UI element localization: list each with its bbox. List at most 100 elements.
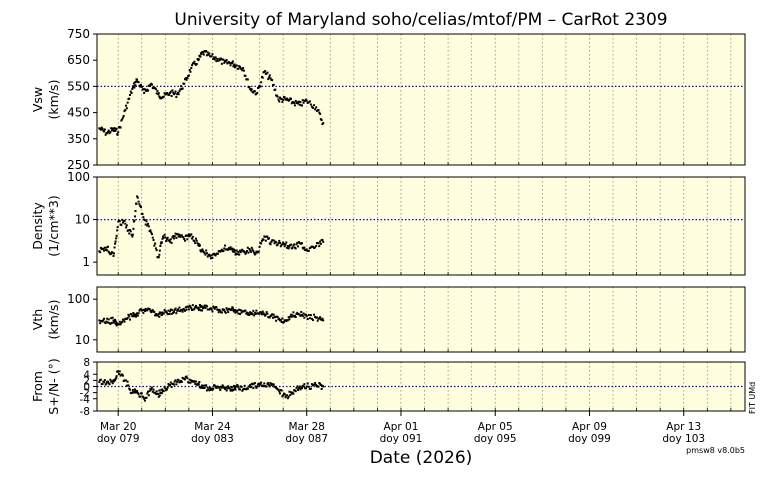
data-point (221, 63, 223, 65)
data-point (142, 213, 144, 215)
data-point (124, 109, 126, 111)
data-point (322, 241, 324, 243)
data-point (184, 240, 186, 242)
data-point (236, 64, 238, 66)
data-point (274, 89, 276, 91)
y-axis-label-vth: Vth (30, 309, 45, 330)
data-point (262, 77, 264, 79)
data-point (158, 92, 160, 94)
data-point (307, 383, 309, 385)
data-point (278, 240, 280, 242)
x-tick-doy: doy 099 (568, 433, 611, 445)
data-point (128, 98, 130, 100)
data-point (103, 381, 105, 383)
data-point (150, 389, 152, 391)
data-point (134, 215, 136, 217)
data-point (267, 382, 269, 384)
data-point (161, 242, 163, 244)
data-point (153, 239, 155, 241)
data-point (265, 240, 267, 242)
data-point (127, 102, 129, 104)
data-point (135, 81, 137, 83)
data-point (189, 71, 191, 73)
data-point (321, 119, 323, 121)
data-point (133, 220, 135, 222)
data-point (151, 387, 153, 389)
data-point (175, 312, 177, 314)
data-point (219, 389, 221, 391)
data-point (315, 245, 317, 247)
x-axis-label: Date (2026) (370, 448, 473, 468)
data-point (171, 309, 173, 311)
data-point (173, 237, 175, 239)
data-point (322, 122, 324, 124)
data-point (123, 321, 125, 323)
data-point (130, 230, 132, 232)
data-point (312, 319, 314, 321)
data-point (208, 52, 210, 54)
data-point (128, 233, 130, 235)
data-point (125, 226, 127, 228)
data-point (158, 389, 160, 391)
data-point (174, 92, 176, 94)
data-point (123, 115, 125, 117)
data-point (211, 53, 213, 55)
x-tick-doy: doy 095 (474, 433, 517, 445)
data-point (237, 384, 239, 386)
x-tick-date: Apr 05 (478, 421, 513, 433)
y-axis-unit-vsw: (km/s) (46, 80, 61, 120)
data-point (225, 312, 227, 314)
data-point (268, 237, 270, 239)
data-point (241, 386, 243, 388)
data-point (254, 90, 256, 92)
data-point (117, 134, 119, 136)
data-point (205, 384, 207, 386)
data-point (237, 68, 239, 70)
data-point (310, 314, 312, 316)
data-point (303, 383, 305, 385)
data-point (195, 238, 197, 240)
data-point (190, 307, 192, 309)
data-point (314, 108, 316, 110)
data-point (235, 388, 237, 390)
data-point (138, 81, 140, 83)
data-point (293, 243, 295, 245)
data-point (142, 312, 144, 314)
data-point (178, 93, 180, 95)
data-point (171, 95, 173, 97)
data-point (277, 96, 279, 98)
data-point (137, 197, 139, 199)
data-point (103, 318, 105, 320)
data-point (320, 243, 322, 245)
data-point (114, 243, 116, 245)
data-point (243, 70, 245, 72)
data-point (101, 383, 103, 385)
data-point (279, 392, 281, 394)
data-point (204, 387, 206, 389)
data-point (175, 237, 177, 239)
data-point (303, 385, 305, 387)
data-point (153, 245, 155, 247)
data-point (234, 250, 236, 252)
data-point (188, 308, 190, 310)
data-point (266, 313, 268, 315)
data-point (104, 128, 106, 130)
data-point (108, 318, 110, 320)
data-point (226, 390, 228, 392)
data-point (315, 106, 317, 108)
data-point (138, 312, 140, 314)
panel-vsw-background (97, 34, 745, 165)
data-point (260, 81, 262, 83)
data-point (317, 320, 319, 322)
data-point (145, 397, 147, 399)
data-point (122, 117, 124, 119)
data-point (137, 315, 139, 317)
data-point (165, 240, 167, 242)
data-point (111, 322, 113, 324)
data-point (175, 308, 177, 310)
data-point (112, 317, 114, 319)
panel-vth-background (97, 287, 745, 352)
data-point (125, 105, 127, 107)
data-point (152, 237, 154, 239)
